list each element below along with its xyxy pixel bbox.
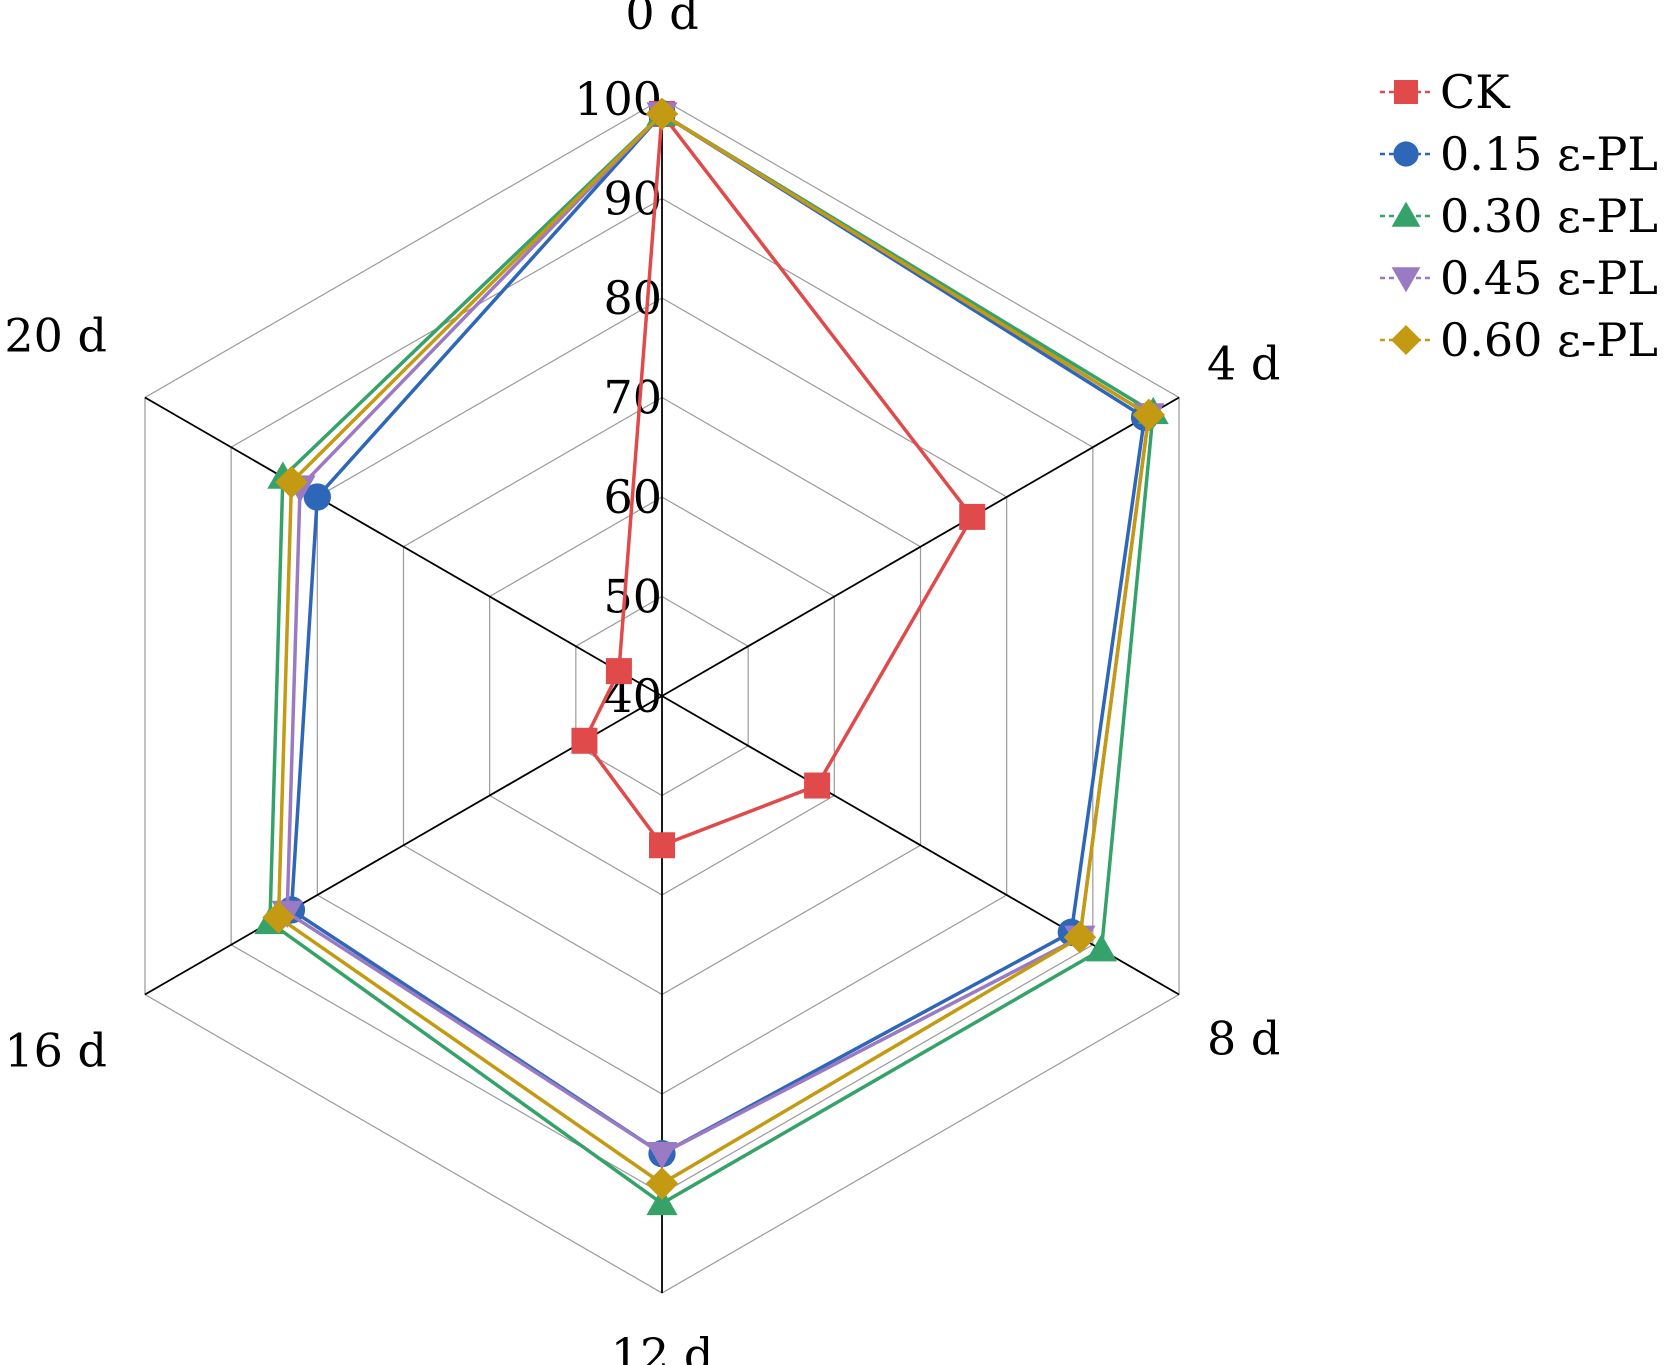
legend-item: 0.45 ε-PL: [1380, 251, 1658, 305]
legend-label: 0.60 ε-PL: [1440, 313, 1658, 367]
radial-tick-label: 80: [603, 271, 662, 325]
data-point: [275, 465, 308, 499]
legend-label: 0.15 ε-PL: [1440, 127, 1658, 181]
data-point: [303, 483, 331, 511]
legend-item: 0.60 ε-PL: [1380, 313, 1658, 367]
axis-labels: 0 d 4 d 8 d 12 d 16 d 20 d: [4, 0, 1280, 1365]
data-point: [571, 727, 598, 754]
data-point: [646, 1142, 678, 1170]
legend-item: CK: [1380, 65, 1511, 119]
series-layer: [254, 97, 1169, 1216]
axis-label-8d: 8 d: [1207, 1012, 1280, 1066]
data-point: [262, 901, 295, 934]
legend-marker: [1393, 141, 1419, 167]
radial-tick-label: 100: [574, 72, 662, 126]
axis-spoke: [661, 695, 1180, 996]
legend-label: 0.45 ε-PL: [1440, 251, 1658, 305]
legend-marker: [1394, 80, 1418, 104]
data-point: [1085, 934, 1118, 962]
axis-spoke: [144, 396, 663, 697]
data-point: [605, 658, 632, 685]
axis-spoke: [661, 396, 1180, 697]
data-point: [645, 1167, 679, 1200]
data-point: [1132, 398, 1166, 432]
series-2: [254, 98, 1169, 1216]
legend-item: 0.15 ε-PL: [1380, 127, 1658, 181]
legend: CK 0.15 ε-PL 0.30 ε-PL 0.45 ε-PL 0.60 ε-PL: [1380, 65, 1658, 367]
radial-tick-label: 70: [603, 371, 662, 425]
data-point: [1063, 921, 1097, 954]
axis-label-4d: 4 d: [1207, 337, 1280, 391]
radial-tick-label: 50: [603, 570, 662, 624]
axis-label-20d: 20 d: [4, 309, 107, 363]
legend-marker: [1391, 267, 1421, 293]
axis-label-16d: 16 d: [4, 1024, 107, 1078]
data-point: [959, 503, 986, 530]
radial-tick-label: 90: [603, 172, 662, 226]
legend-label: 0.30 ε-PL: [1440, 189, 1658, 243]
series-line: [268, 111, 1156, 1206]
radar-grid: [144, 98, 1180, 1294]
legend-marker: [1391, 201, 1421, 227]
axis-label-12d: 12 d: [611, 1328, 714, 1365]
data-point: [646, 1187, 678, 1216]
legend-label: CK: [1440, 65, 1511, 119]
data-point: [645, 97, 679, 131]
legend-item: 0.30 ε-PL: [1380, 189, 1658, 243]
data-point: [804, 772, 831, 799]
series-3: [271, 102, 1165, 1170]
axis-label-0d: 0 d: [625, 0, 698, 40]
legend-marker: [1391, 325, 1421, 355]
data-point: [649, 832, 675, 859]
series-4: [262, 97, 1166, 1200]
